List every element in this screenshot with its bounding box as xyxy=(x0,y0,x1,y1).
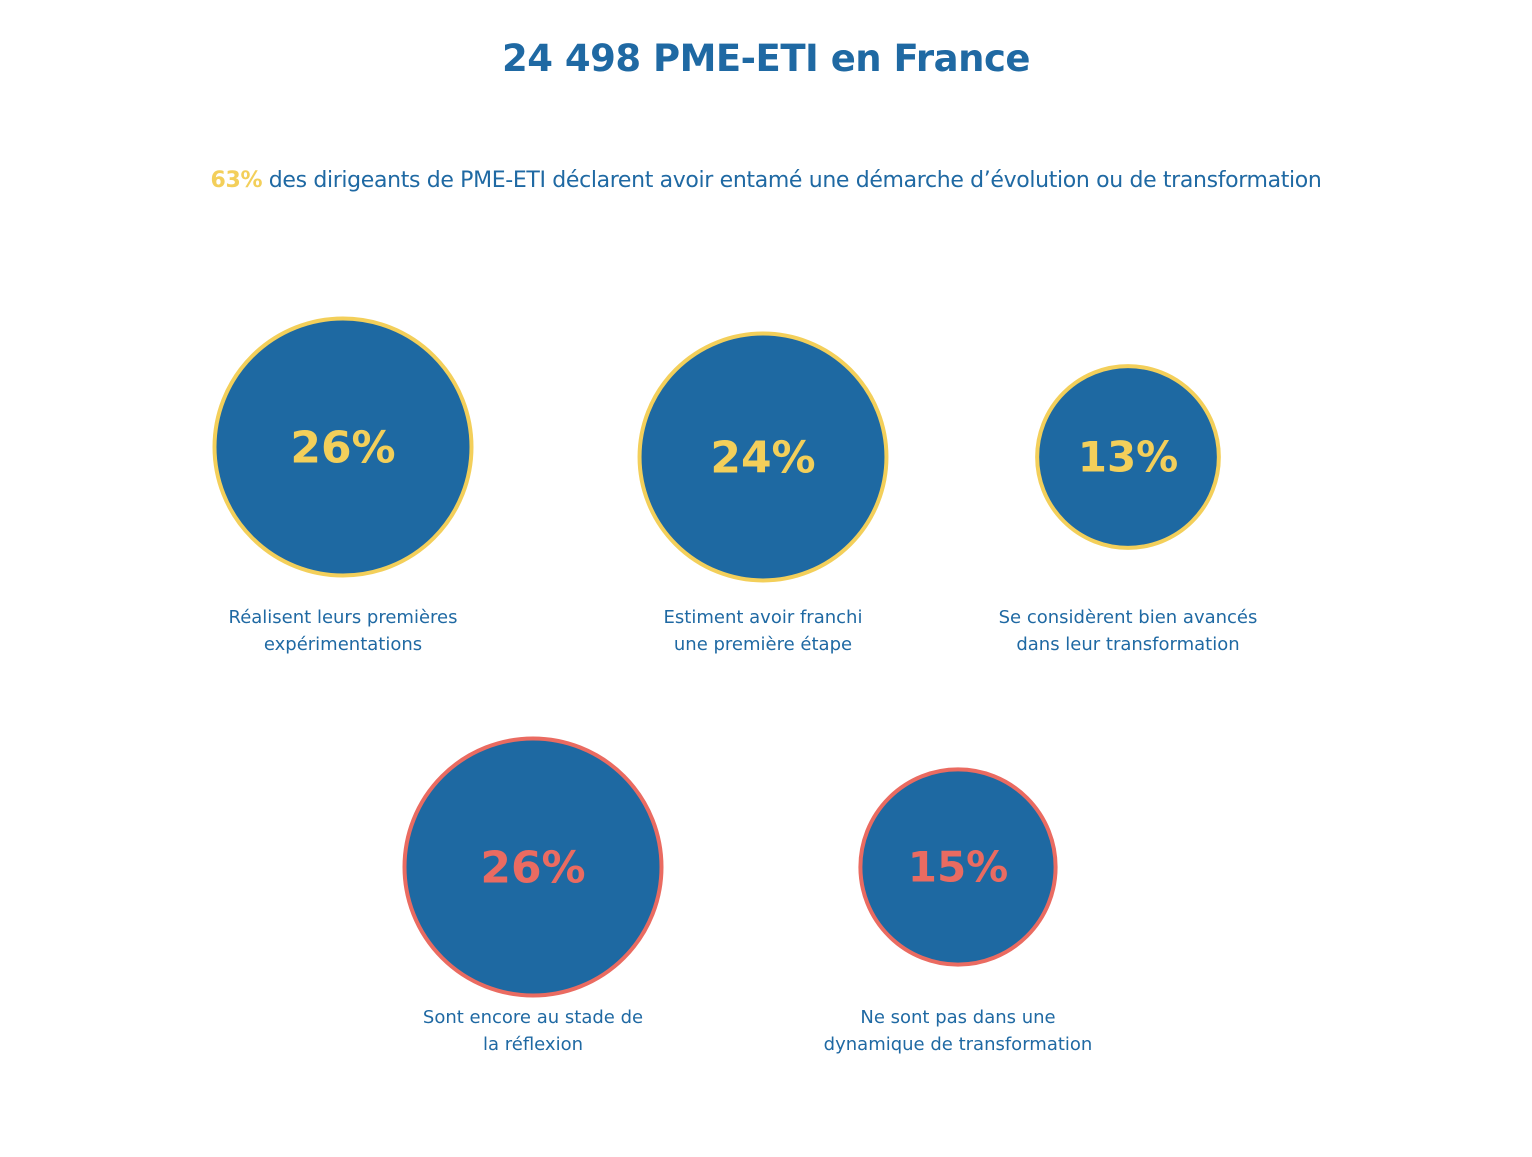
subtitle-text: des dirigeants de PME-ETI déclarent avoi… xyxy=(262,168,1322,193)
bubble-caption-line: la réflexion xyxy=(483,1034,583,1055)
page-title: 24 498 PME-ETI en France xyxy=(501,37,1031,80)
bubble-caption-line: Sont encore au stade de xyxy=(423,1007,643,1028)
bubble-circle xyxy=(212,316,474,578)
bubble-group: 15% Ne sont pas dans une dynamique de tran… xyxy=(824,767,1093,1055)
bubble-circle xyxy=(858,767,1058,967)
page-subtitle: 63% des dirigeants de PME-ETI déclarent … xyxy=(0,166,1532,196)
bubble-caption-line: dynamique de transformation xyxy=(824,1034,1093,1055)
bubble-group: 13% Se considèrent bien avancés dans leur … xyxy=(999,364,1258,655)
bubble-caption-line: dans leur transformation xyxy=(1016,634,1239,655)
bubble-caption-line: Se considèrent bien avancés xyxy=(999,607,1258,628)
bubble-circle xyxy=(1035,364,1221,550)
subtitle-highlight: 63% xyxy=(210,168,263,193)
bubble-group: 26% Sont encore au stade de la réflexion xyxy=(402,736,664,1055)
bubble-caption-line: Estiment avoir franchi xyxy=(664,607,863,628)
bubble-group: 24% Estiment avoir franchi une première ét… xyxy=(637,331,889,655)
bubble-value-label: 24% xyxy=(710,432,815,483)
bubble-value-label: 26% xyxy=(480,842,585,893)
bubble-caption-line: Réalisent leurs premières xyxy=(229,607,458,628)
bubble-caption-line: Ne sont pas dans une xyxy=(860,1007,1055,1028)
bubble-group: 26% Réalisent leurs premières expérimentat… xyxy=(212,316,474,655)
bubble-value-label: 26% xyxy=(290,422,395,473)
bubble-circle xyxy=(402,736,664,998)
bubble-value-label: 15% xyxy=(908,843,1009,892)
bubble-circle xyxy=(637,331,889,583)
bubble-value-label: 13% xyxy=(1078,433,1179,482)
bubble-caption-line: une première étape xyxy=(674,634,852,655)
bubble-caption-line: expérimentations xyxy=(264,634,422,655)
